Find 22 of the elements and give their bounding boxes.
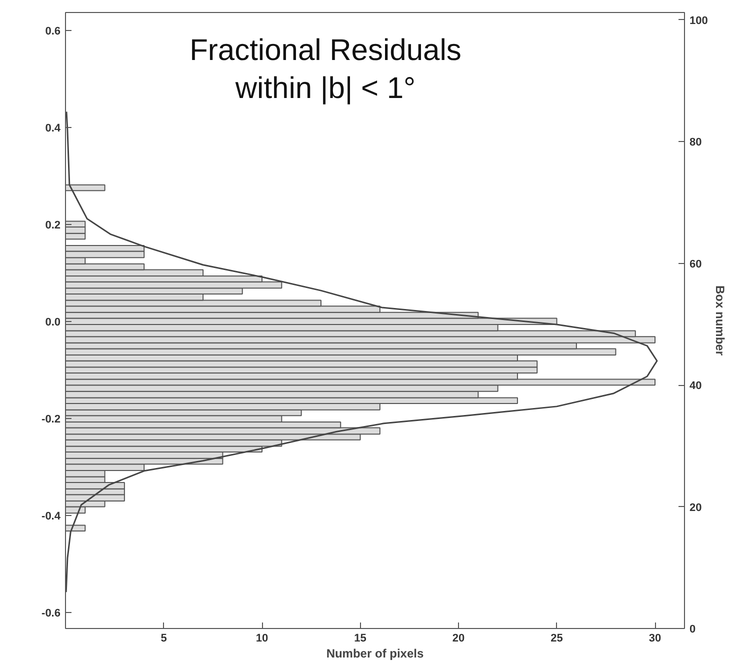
x-tick-label: 5	[160, 632, 167, 644]
x-tick-label: 30	[648, 632, 662, 644]
x-tick-label: 10	[256, 632, 268, 644]
x-tick-label: 25	[550, 632, 563, 644]
y2-tick-label: 40	[690, 380, 702, 392]
x-tick-label: 15	[354, 632, 366, 644]
y2-tick-label: 60	[690, 258, 702, 270]
y-tick-label: -0.2	[42, 414, 61, 426]
y-tick-label: 0.2	[45, 220, 61, 232]
x-axis-title: Number of pixels	[326, 646, 424, 660]
y-tick-label: -0.6	[42, 608, 61, 620]
y-tick-label: 0.4	[45, 122, 62, 135]
y2-tick-label: 80	[690, 136, 702, 149]
y2-tick-label: 100	[690, 14, 708, 27]
y2-tick-label: 20	[690, 502, 702, 514]
text: Fractional Residuals within |b| < 1°	[190, 34, 462, 106]
y-tick-label: -0.4	[42, 510, 62, 523]
y-tick-label: 0.0	[45, 316, 61, 329]
y-tick-label: 0.6	[45, 26, 61, 38]
x-tick-label: 20	[452, 632, 465, 644]
y2-tick-label: 0	[690, 624, 696, 636]
y2-axis-title: Box number	[712, 285, 727, 356]
